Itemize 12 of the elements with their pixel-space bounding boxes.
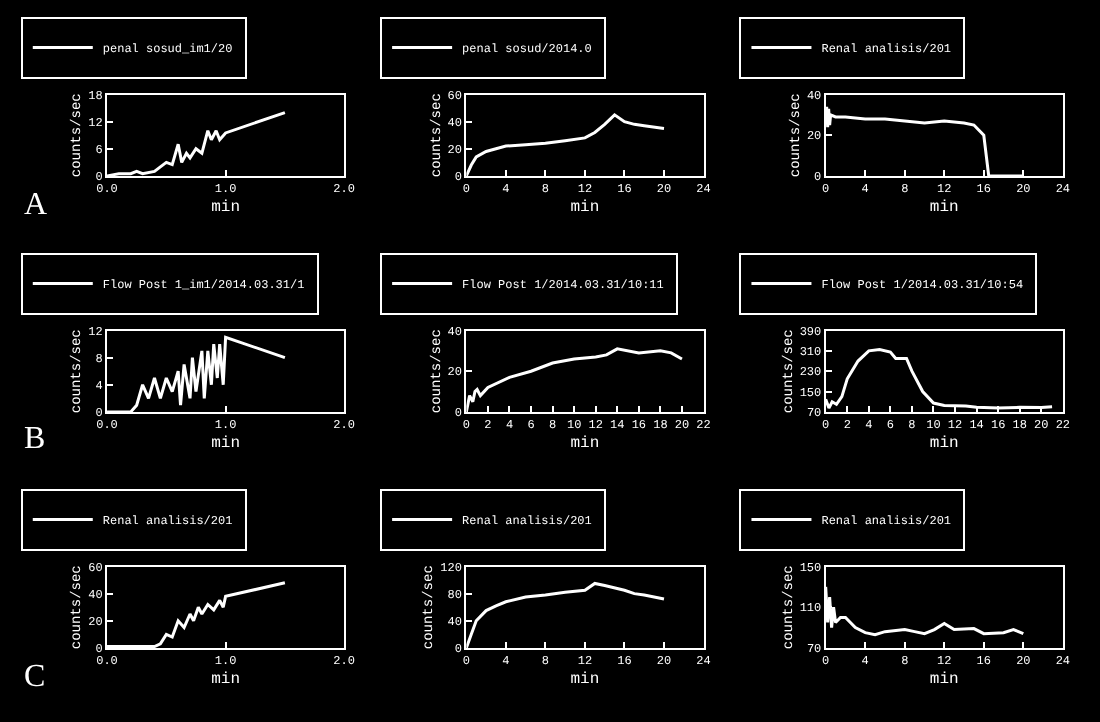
x-axis-title: min — [929, 670, 960, 689]
x-axis-title: min — [929, 198, 960, 217]
x-axis-title: min — [570, 198, 600, 217]
x-axis-title: min — [211, 198, 241, 217]
text: C — [24, 660, 46, 694]
x-axis-title: min — [570, 670, 600, 689]
x-axis-title: min — [211, 670, 241, 689]
x-axis-title: min — [570, 434, 600, 453]
x-axis-title: min — [211, 434, 241, 453]
text: B — [24, 422, 46, 456]
text: A — [24, 188, 48, 222]
x-axis-title: min — [929, 434, 960, 453]
